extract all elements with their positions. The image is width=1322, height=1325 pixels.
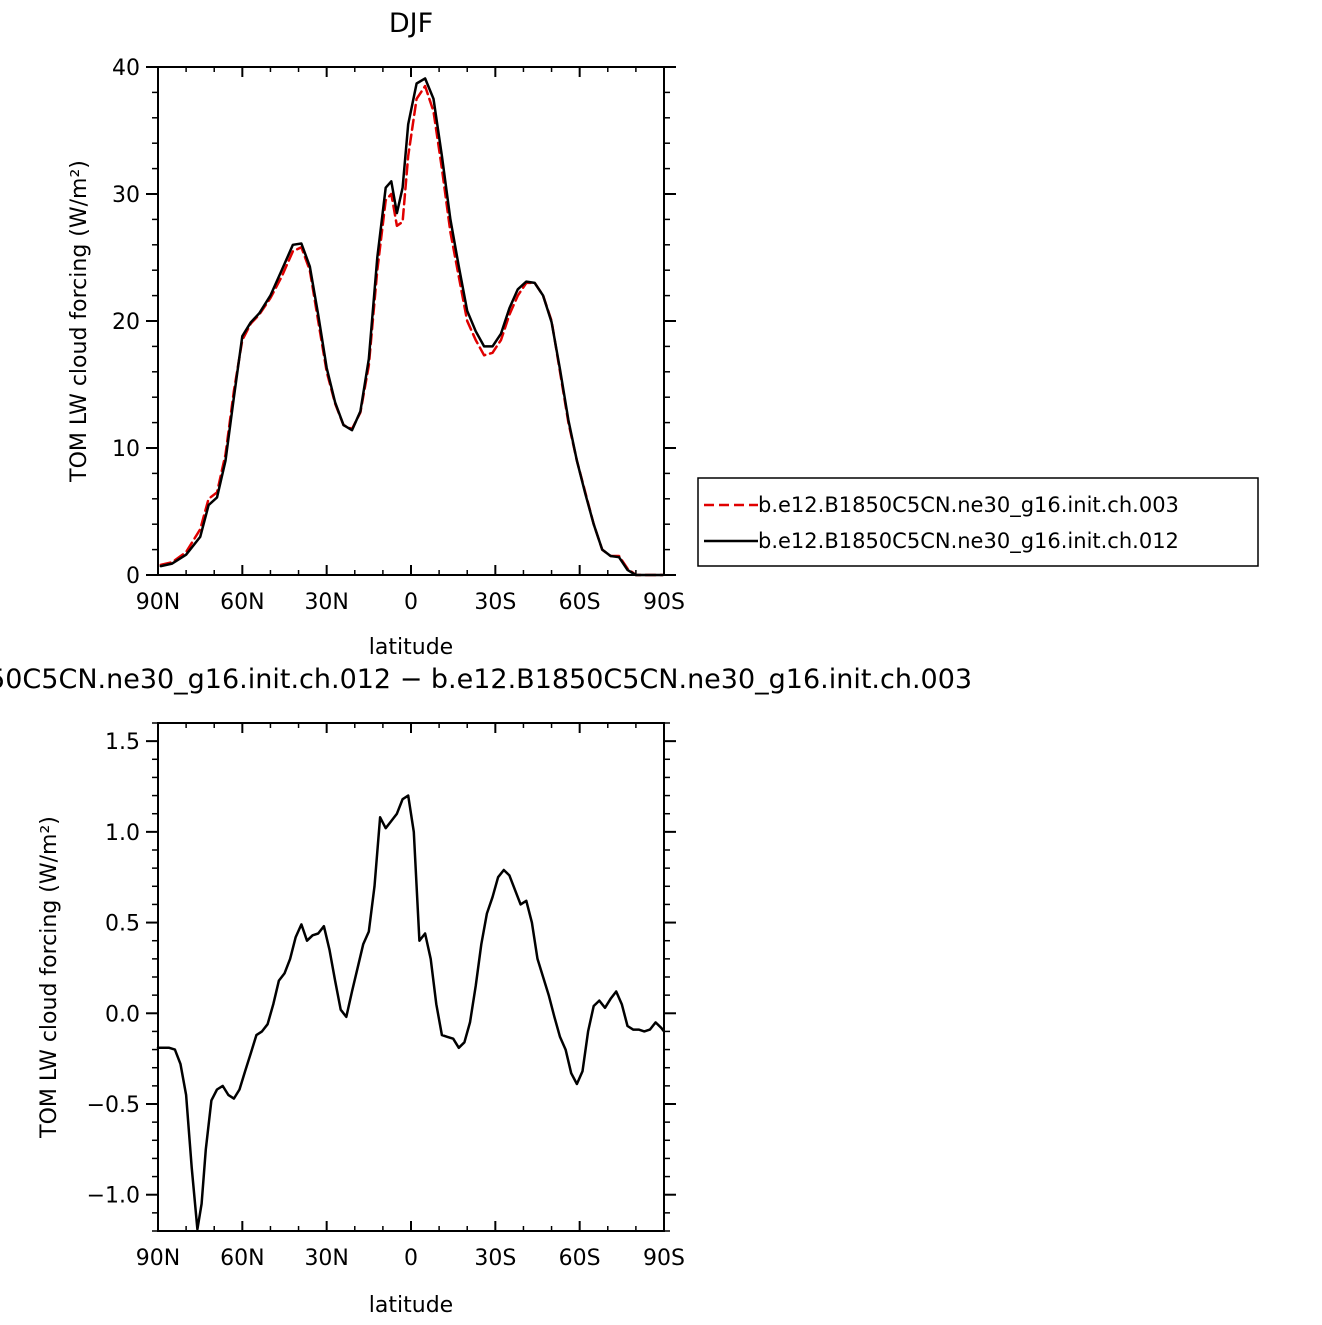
bottom-x-tick-label: 30S <box>474 1246 516 1271</box>
top-panel: DJF 90N 60N 30N 0 30S 60S 90S 0 10 20 30 40 latitud… <box>67 8 685 660</box>
bottom-panel: b.e12.B1850C5CN.ne30_g16.init.ch.012 − b… <box>0 664 972 1318</box>
top-x-axis-label: latitude <box>369 635 453 660</box>
bottom-x-tick-label: 60S <box>559 1246 601 1271</box>
top-ticks-group: 90N 60N 30N 0 30S 60S 90S 0 10 20 30 40 <box>112 56 685 615</box>
bottom-x-tick-label: 30N <box>304 1246 348 1271</box>
bottom-y-tick-label: 0.0 <box>105 1002 140 1027</box>
bottom-ticks-group: 90N 60N 30N 0 30S 60S 90S −1.0 −0.5 0.0 0.5 1.0 1.5 <box>87 722 685 1271</box>
top-x-tick-label: 90S <box>643 590 685 615</box>
top-x-tick-label: 30N <box>304 590 348 615</box>
bottom-x-tick-label: 90S <box>643 1246 685 1271</box>
bottom-y-tick-label: −0.5 <box>87 1093 140 1118</box>
bottom-x-tick-label: 90N <box>136 1246 180 1271</box>
legend: b.e12.B1850C5CN.ne30_g16.init.ch.003 b.e… <box>697 477 1259 567</box>
top-y-axis-label: TOM LW cloud forcing (W/m²) <box>67 160 92 483</box>
top-series-line-1 <box>159 77 664 577</box>
legend-box <box>697 477 1259 567</box>
bottom-series-line-0 <box>156 794 666 1231</box>
top-series-group <box>159 77 664 577</box>
top-x-tick-label: 0 <box>404 590 418 615</box>
bottom-y-tick-label: 1.0 <box>105 821 140 846</box>
bottom-chart-title: b.e12.B1850C5CN.ne30_g16.init.ch.012 − b… <box>0 664 972 695</box>
bottom-plot-frame <box>157 722 665 1232</box>
top-y-tick-label: 30 <box>112 183 140 208</box>
bottom-series-group <box>156 794 666 1231</box>
top-chart-title: DJF <box>389 8 433 39</box>
top-y-tick-label: 40 <box>112 56 140 81</box>
bottom-y-tick-label: 0.5 <box>105 912 140 937</box>
top-y-tick-label: 20 <box>112 310 140 335</box>
bottom-x-axis-label: latitude <box>369 1293 453 1318</box>
top-x-tick-label: 30S <box>474 590 516 615</box>
top-x-tick-label: 60N <box>220 590 264 615</box>
bottom-y-axis-label: TOM LW cloud forcing (W/m²) <box>37 816 62 1139</box>
bottom-y-tick-label: 1.5 <box>105 730 140 755</box>
bottom-x-tick-label: 0 <box>404 1246 418 1271</box>
top-x-tick-label: 60S <box>559 590 601 615</box>
legend-entry-003: b.e12.B1850C5CN.ne30_g16.init.ch.003 <box>758 493 1179 518</box>
bottom-y-tick-label: −1.0 <box>87 1184 140 1209</box>
legend-entry-012: b.e12.B1850C5CN.ne30_g16.init.ch.012 <box>758 529 1179 554</box>
bottom-x-tick-label: 60N <box>220 1246 264 1271</box>
top-y-tick-label: 0 <box>126 564 140 589</box>
top-x-tick-label: 90N <box>136 590 180 615</box>
top-y-tick-label: 10 <box>112 437 140 462</box>
